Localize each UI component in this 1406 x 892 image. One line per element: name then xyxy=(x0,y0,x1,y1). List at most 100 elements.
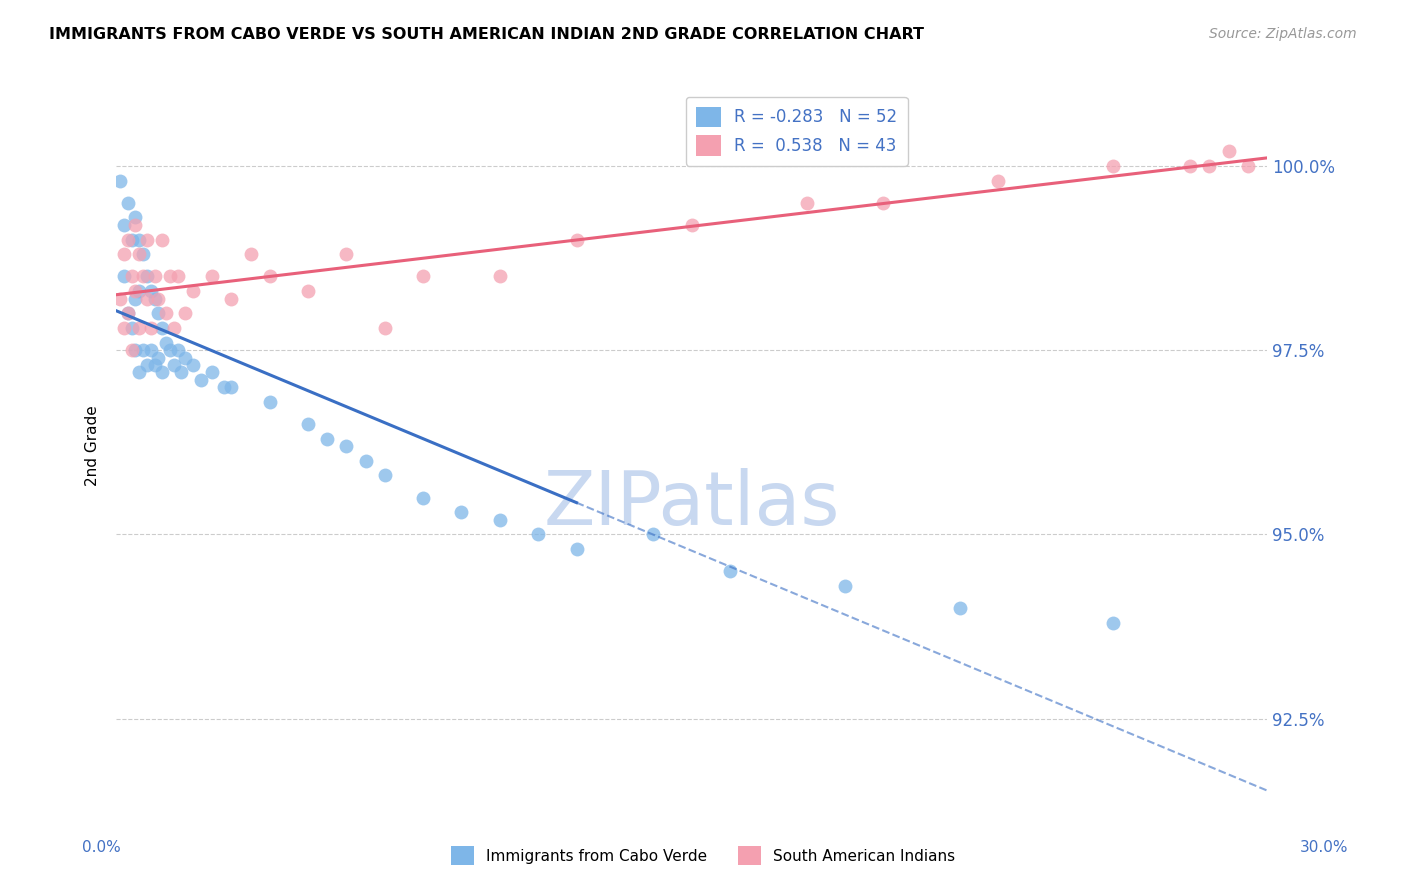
Point xyxy=(117,195,139,210)
Point xyxy=(488,513,510,527)
Point xyxy=(139,343,162,358)
Point xyxy=(112,321,135,335)
Point xyxy=(124,211,146,225)
Point xyxy=(136,269,159,284)
Point xyxy=(221,380,243,394)
Point xyxy=(221,292,243,306)
Point xyxy=(117,233,139,247)
Point xyxy=(1218,144,1240,158)
Point xyxy=(124,343,146,358)
Point xyxy=(128,365,150,379)
Point xyxy=(148,306,170,320)
Point xyxy=(239,247,262,261)
Point xyxy=(565,233,588,247)
Point xyxy=(166,269,188,284)
Point xyxy=(335,247,357,261)
Point xyxy=(121,343,143,358)
Point xyxy=(1102,615,1125,630)
Point xyxy=(143,292,166,306)
Text: 0.0%: 0.0% xyxy=(82,840,121,855)
Legend: R = -0.283   N = 52, R =  0.538   N = 43: R = -0.283 N = 52, R = 0.538 N = 43 xyxy=(686,97,908,166)
Text: ZIPatlas: ZIPatlas xyxy=(543,468,839,541)
Text: 30.0%: 30.0% xyxy=(1301,840,1348,855)
Point xyxy=(128,284,150,298)
Point xyxy=(259,269,281,284)
Point xyxy=(412,269,434,284)
Point xyxy=(108,292,131,306)
Point xyxy=(139,321,162,335)
Y-axis label: 2nd Grade: 2nd Grade xyxy=(86,406,100,486)
Point xyxy=(527,527,550,541)
Point xyxy=(335,439,357,453)
Point xyxy=(136,292,159,306)
Point xyxy=(174,306,197,320)
Point xyxy=(117,306,139,320)
Point xyxy=(718,564,741,578)
Point xyxy=(139,284,162,298)
Point xyxy=(150,365,173,379)
Point xyxy=(872,195,894,210)
Point xyxy=(121,321,143,335)
Point xyxy=(201,269,224,284)
Point xyxy=(987,174,1010,188)
Point xyxy=(170,365,193,379)
Point xyxy=(112,269,135,284)
Text: IMMIGRANTS FROM CABO VERDE VS SOUTH AMERICAN INDIAN 2ND GRADE CORRELATION CHART: IMMIGRANTS FROM CABO VERDE VS SOUTH AMER… xyxy=(49,27,924,42)
Point xyxy=(159,343,181,358)
Point xyxy=(259,394,281,409)
Point xyxy=(124,284,146,298)
Point xyxy=(450,505,472,519)
Point xyxy=(150,233,173,247)
Point xyxy=(163,358,186,372)
Point xyxy=(155,306,177,320)
Point xyxy=(136,233,159,247)
Point xyxy=(121,269,143,284)
Point xyxy=(1236,159,1258,173)
Point xyxy=(796,195,818,210)
Point xyxy=(132,269,155,284)
Point xyxy=(132,343,155,358)
Point xyxy=(112,247,135,261)
Point xyxy=(143,269,166,284)
Point xyxy=(148,351,170,365)
Point xyxy=(150,321,173,335)
Point xyxy=(128,247,150,261)
Point xyxy=(374,468,396,483)
Point xyxy=(316,432,339,446)
Point xyxy=(121,233,143,247)
Point xyxy=(354,454,377,468)
Point xyxy=(949,601,972,615)
Point xyxy=(132,247,155,261)
Point xyxy=(124,292,146,306)
Point xyxy=(181,358,204,372)
Point xyxy=(488,269,510,284)
Point xyxy=(155,335,177,350)
Point xyxy=(128,321,150,335)
Point xyxy=(1198,159,1220,173)
Point xyxy=(374,321,396,335)
Point xyxy=(174,351,197,365)
Point xyxy=(159,269,181,284)
Point xyxy=(112,218,135,232)
Point xyxy=(128,233,150,247)
Point xyxy=(108,174,131,188)
Point xyxy=(163,321,186,335)
Point xyxy=(124,218,146,232)
Legend: Immigrants from Cabo Verde, South American Indians: Immigrants from Cabo Verde, South Americ… xyxy=(444,840,962,871)
Point xyxy=(297,417,319,431)
Point xyxy=(1102,159,1125,173)
Point xyxy=(190,373,212,387)
Point xyxy=(148,292,170,306)
Point xyxy=(201,365,224,379)
Point xyxy=(412,491,434,505)
Point xyxy=(181,284,204,298)
Point xyxy=(166,343,188,358)
Point xyxy=(136,358,159,372)
Point xyxy=(297,284,319,298)
Point xyxy=(143,358,166,372)
Point xyxy=(643,527,665,541)
Text: Source: ZipAtlas.com: Source: ZipAtlas.com xyxy=(1209,27,1357,41)
Point xyxy=(565,542,588,557)
Point xyxy=(212,380,235,394)
Point xyxy=(117,306,139,320)
